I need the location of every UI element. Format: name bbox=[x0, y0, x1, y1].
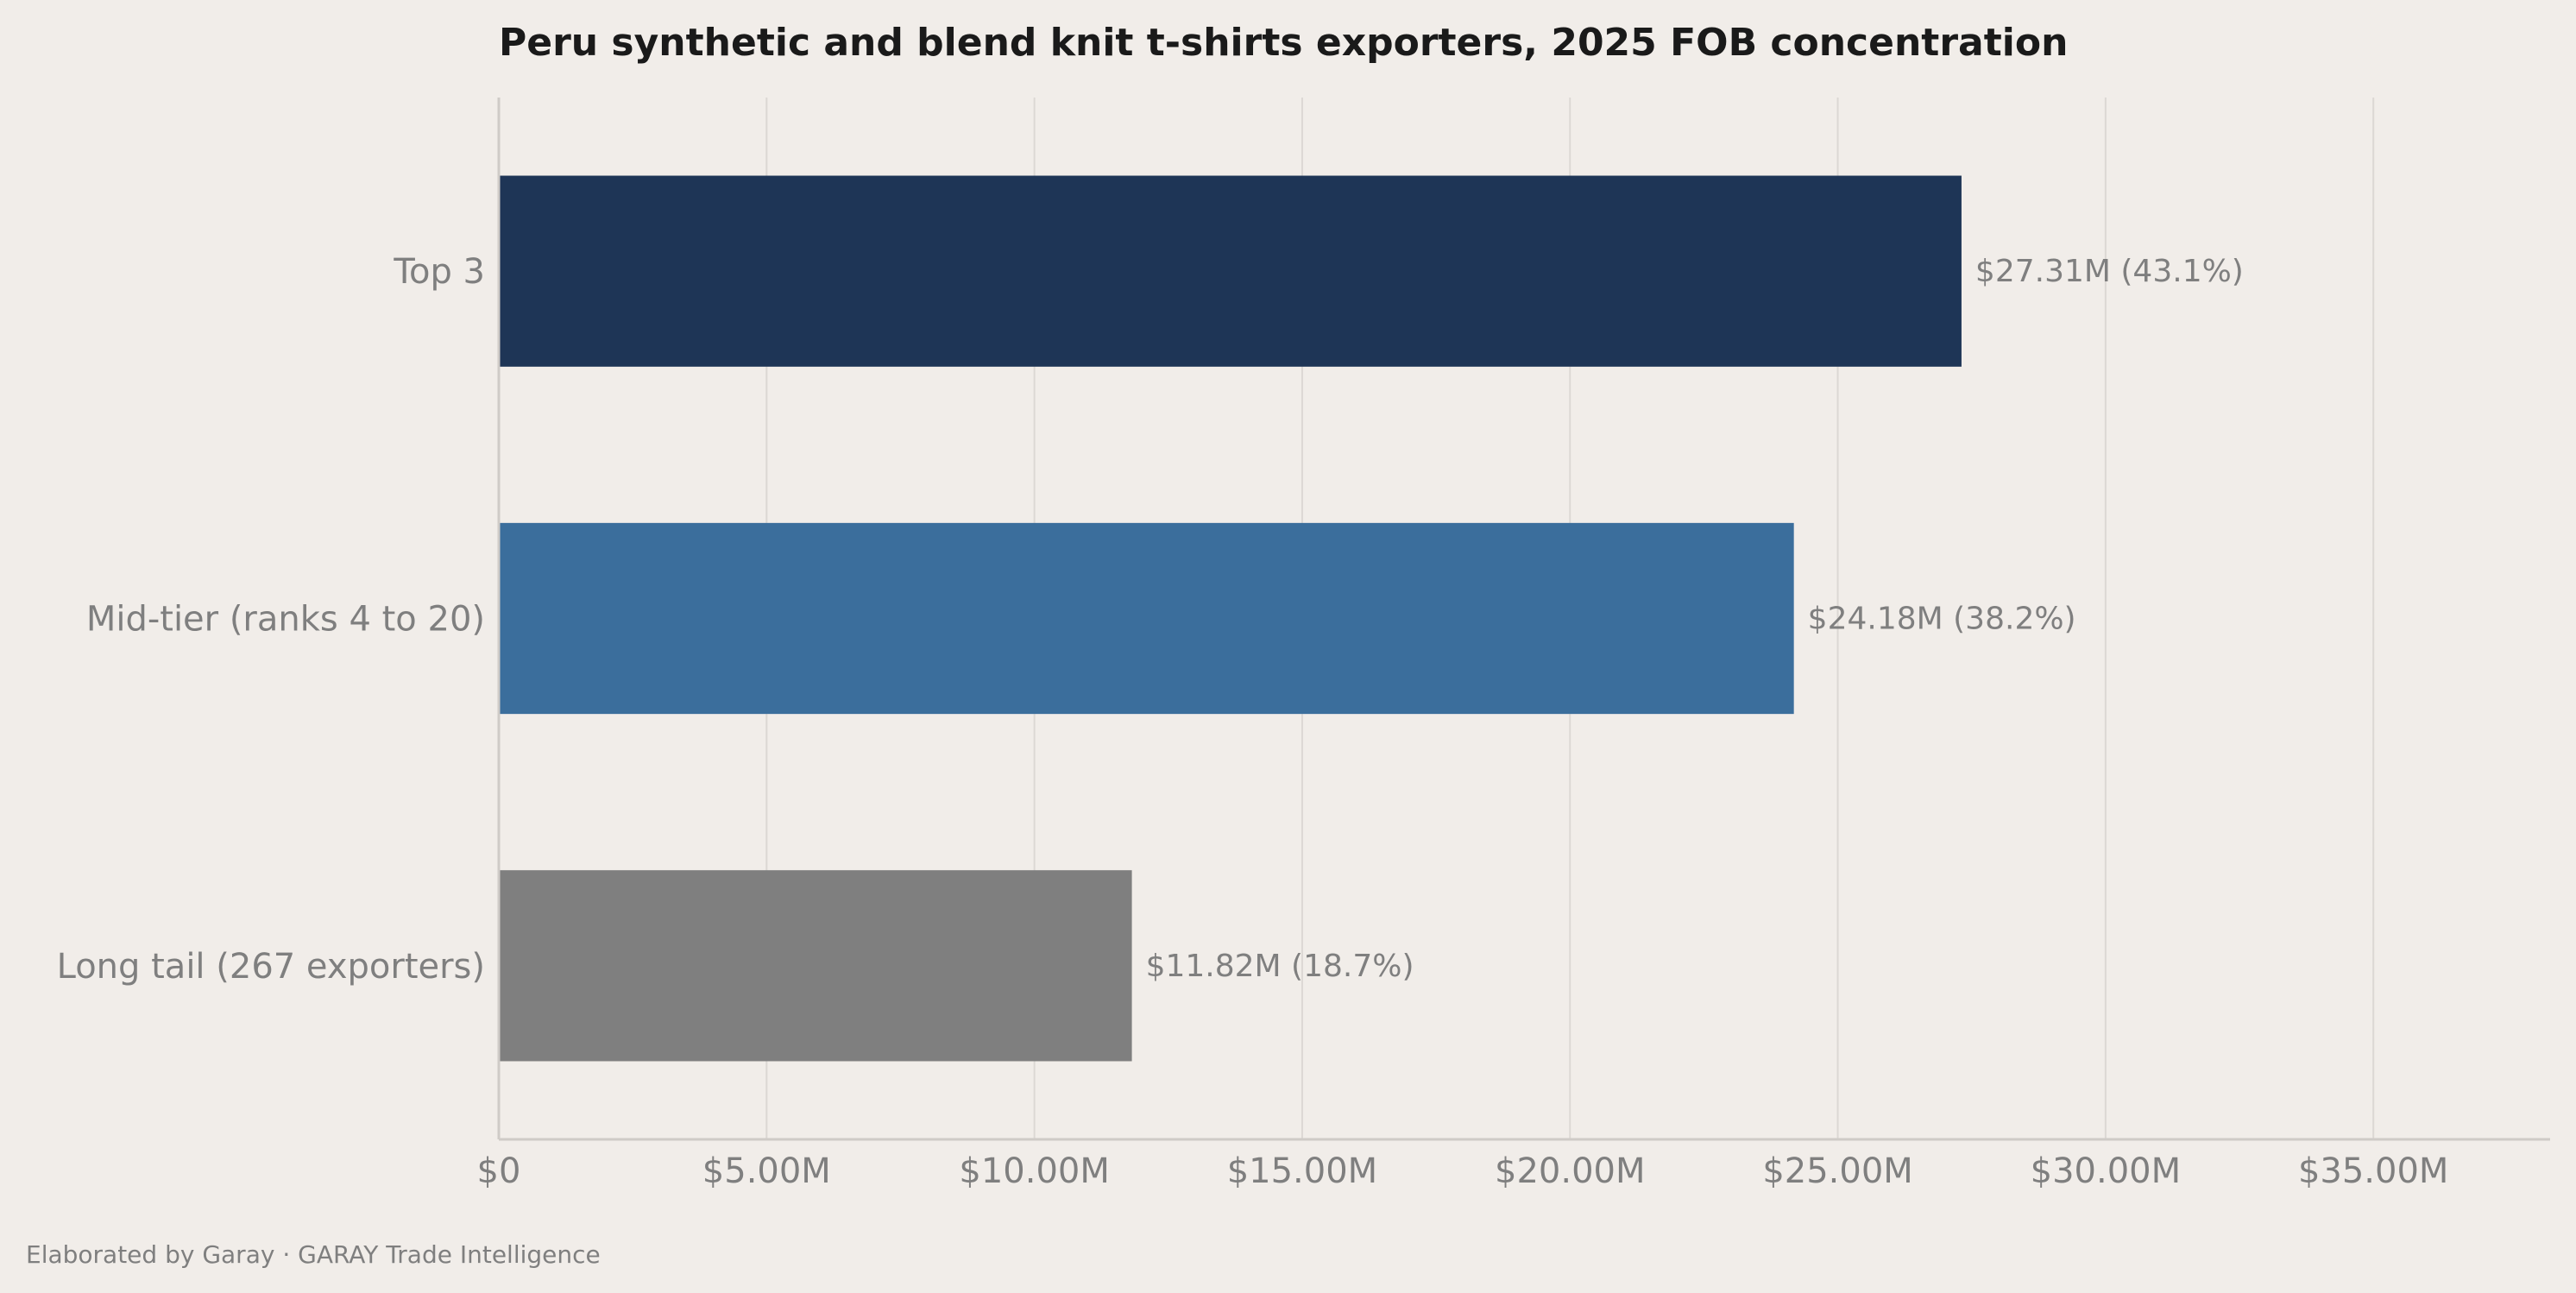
data-label: $24.18M (38.2%) bbox=[1808, 602, 2076, 637]
y-tick-label: Mid-tier (ranks 4 to 20) bbox=[86, 600, 485, 640]
footer-credit: Elaborated by Garay · GARAY Trade Intell… bbox=[26, 1240, 601, 1269]
y-tick-label: Long tail (267 exporters) bbox=[57, 947, 485, 987]
x-tick-label: $25.00M bbox=[1762, 1151, 1912, 1191]
bars bbox=[499, 175, 1962, 1062]
axes bbox=[497, 98, 2550, 1141]
x-tick-label: $10.00M bbox=[959, 1151, 1109, 1191]
x-tick-label: $30.00M bbox=[2031, 1151, 2181, 1191]
x-tick-label: $5.00M bbox=[702, 1151, 831, 1191]
bar bbox=[499, 522, 1794, 715]
bar bbox=[499, 870, 1132, 1062]
x-tick-label: $15.00M bbox=[1227, 1151, 1377, 1191]
data-label: $27.31M (43.1%) bbox=[1975, 254, 2244, 289]
labels: $0 $5.00M $10.00M $15.00M $20.00M $25.00M $30.… bbox=[57, 252, 2449, 1191]
y-tick-label: Top 3 bbox=[393, 252, 485, 292]
chart-title: Peru synthetic and blend knit t-shirts e… bbox=[499, 21, 2068, 65]
x-tick-label: $0 bbox=[477, 1151, 521, 1191]
data-label: $11.82M (18.7%) bbox=[1146, 949, 1414, 984]
x-tick-label: $35.00M bbox=[2298, 1151, 2448, 1191]
x-tick-label: $20.00M bbox=[1495, 1151, 1645, 1191]
bar bbox=[499, 175, 1962, 367]
